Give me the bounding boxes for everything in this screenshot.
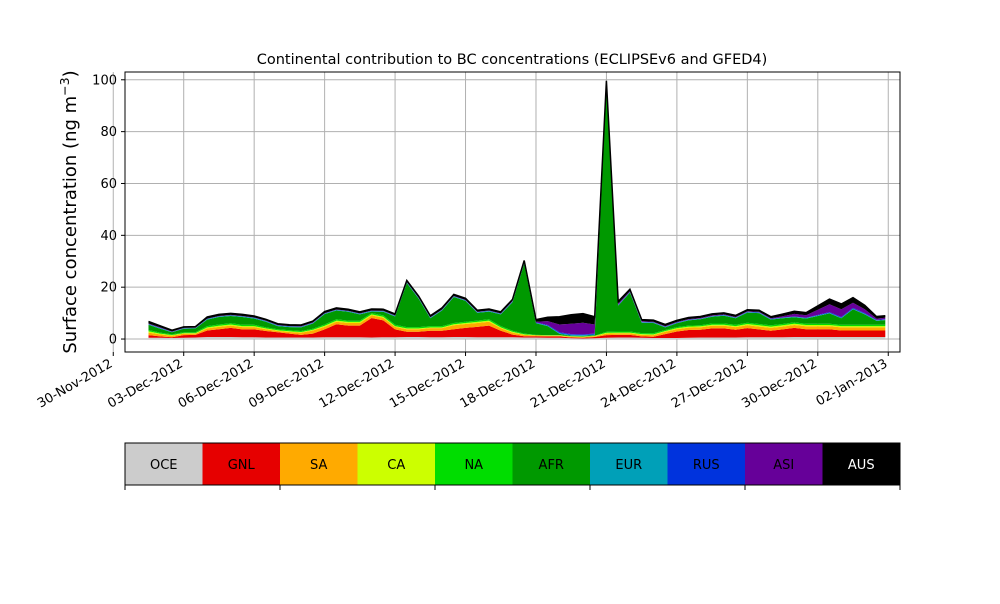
y-axis-label: Surface concentration (ng m−3)	[57, 70, 82, 353]
y-tick-label: 0	[109, 333, 117, 348]
legend-swatch-afr	[512, 443, 590, 485]
y-axis-label-close: )	[60, 70, 81, 77]
legend-label-oce: OCE	[150, 458, 178, 473]
legend-label-afr: AFR	[539, 458, 564, 473]
legend-label-sa: SA	[310, 458, 327, 473]
legend-swatch-ca	[357, 443, 435, 485]
area-na	[148, 313, 886, 337]
chart-title: Continental contribution to BC concentra…	[257, 52, 768, 68]
legend-swatch-sa	[280, 443, 358, 485]
y-tick-label: 100	[92, 73, 117, 88]
legend-swatch-oce	[125, 443, 203, 485]
y-axis-label-main: Surface concentration (ng m	[60, 96, 81, 354]
y-tick-label: 60	[100, 177, 117, 192]
y-axis-label-exponent: −3	[57, 77, 72, 95]
legend-label-asi: ASI	[773, 458, 794, 473]
legend-frame	[124, 442, 901, 486]
legend-label-rus: RUS	[693, 458, 720, 473]
y-tick-label: 40	[100, 229, 117, 244]
plot-frame	[124, 71, 901, 353]
legend-label-na: NA	[464, 458, 483, 473]
legend-label-eur: EUR	[615, 458, 642, 473]
legend-swatch-aus	[822, 443, 900, 485]
legend-swatch-asi	[745, 443, 823, 485]
grid-lines	[112, 72, 900, 352]
legend-colorbar: OCE GNL SA CA NA AFR EUR RUS ASI AUS	[124, 442, 901, 490]
legend-label-ca: CA	[387, 458, 405, 473]
stacked-areas	[148, 80, 886, 339]
legend-label-gnl: GNL	[228, 458, 256, 473]
axes	[112, 71, 901, 356]
total-outline	[148, 80, 886, 331]
area-ca	[148, 314, 886, 337]
legend-swatch-rus	[667, 443, 745, 485]
legend-label-aus: AUS	[848, 458, 875, 473]
y-tick-label: 20	[100, 281, 117, 296]
legend-swatch-gnl	[202, 443, 280, 485]
y-tick-label: 80	[100, 125, 117, 140]
legend-swatch-na	[435, 443, 513, 485]
area-gnl	[148, 318, 886, 339]
legend-swatch-eur	[590, 443, 668, 485]
